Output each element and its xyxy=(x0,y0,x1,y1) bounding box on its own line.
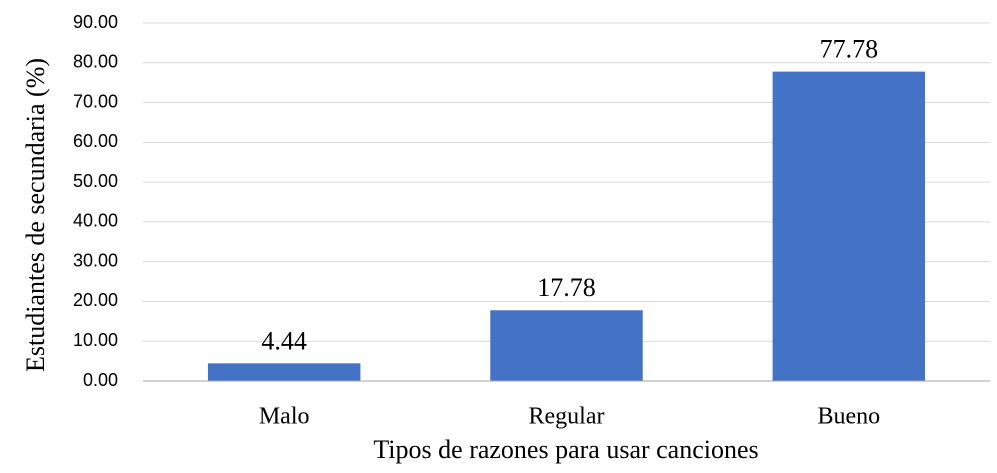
bar xyxy=(490,310,643,381)
data-label: 4.44 xyxy=(261,326,307,355)
y-tick-label: 0.00 xyxy=(83,370,118,390)
y-tick-label: 70.00 xyxy=(73,91,118,111)
x-tick-label: Bueno xyxy=(817,404,880,430)
x-tick-label: Regular xyxy=(529,404,605,430)
y-tick-label: 60.00 xyxy=(73,131,118,151)
y-tick-label: 80.00 xyxy=(73,52,118,72)
data-label: 77.78 xyxy=(820,35,879,64)
x-tick-label: Malo xyxy=(259,404,310,430)
y-tick-label: 30.00 xyxy=(73,250,118,270)
y-axis-title: Estudiantes de secundaria (%) xyxy=(21,58,50,372)
y-tick-label: 40.00 xyxy=(73,211,118,231)
x-axis-title: Tipos de razones para usar canciones xyxy=(373,435,758,464)
bar xyxy=(772,71,926,381)
data-label: 17.78 xyxy=(537,273,596,302)
y-tick-label: 50.00 xyxy=(73,171,118,191)
bar xyxy=(207,363,361,381)
y-tick-label: 10.00 xyxy=(73,330,118,350)
y-tick-label: 20.00 xyxy=(73,290,118,310)
y-tick-label: 90.00 xyxy=(73,12,118,32)
